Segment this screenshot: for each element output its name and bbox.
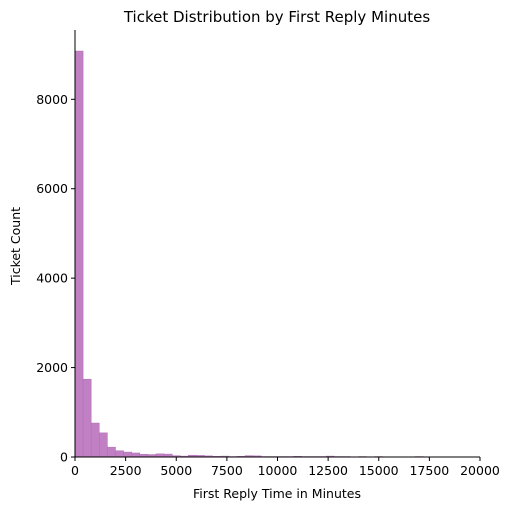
histogram-bar [107,446,116,458]
axes [74,30,480,458]
x-tick-label: 17500 [409,463,449,478]
x-tick-label: 2500 [110,463,142,478]
x-axis-label: First Reply Time in Minutes [193,486,361,501]
y-tick-label: 0 [60,450,68,465]
x-axis-ticks: 0 2500 5000 7500 10000 12500 15000 17500 20000 [71,457,500,478]
chart-title: Ticket Distribution by First Reply Minut… [123,8,430,26]
y-tick-label: 4000 [36,271,68,286]
y-tick-label: 8000 [36,92,68,107]
x-tick-label: 10000 [258,463,298,478]
y-tick-label: 2000 [36,360,68,375]
histogram-bar [90,422,100,458]
histogram-bar [99,432,108,458]
histogram-bar [115,450,124,458]
histogram-bar [123,451,132,458]
y-axis-ticks: 0 2000 4000 6000 8000 [36,92,75,465]
x-tick-label: 0 [71,463,79,478]
x-tick-label: 12500 [308,463,348,478]
x-tick-label: 15000 [359,463,399,478]
x-tick-label: 5000 [160,463,192,478]
y-tick-label: 6000 [36,181,68,196]
x-tick-label: 7500 [211,463,243,478]
histogram-bar [74,50,84,458]
y-axis-label: Ticket Count [8,207,23,286]
histogram-bar [82,378,92,458]
histogram-bars [74,50,465,458]
x-tick-label: 20000 [460,463,500,478]
histogram-bar [131,452,141,458]
